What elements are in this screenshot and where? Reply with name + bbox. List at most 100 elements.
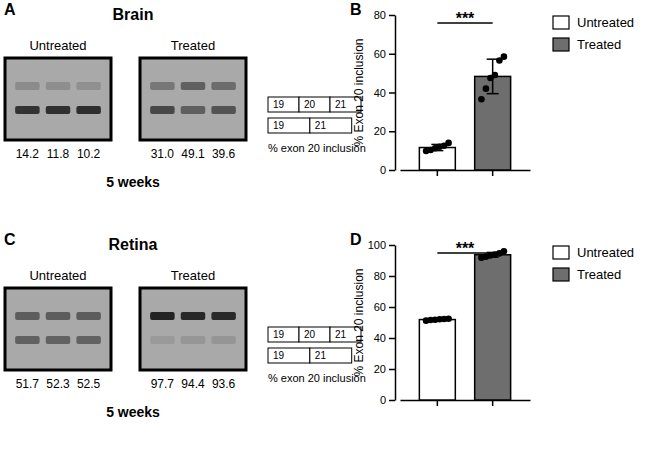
gel-image [140,288,246,370]
data-point [492,72,499,79]
group-label: Treated [171,38,215,53]
exon-label: 21 [315,120,327,131]
y-tick-label: 0 [380,164,386,176]
y-tick-label: 20 [374,125,386,137]
plot-area [419,248,510,400]
y-tick-label: 60 [374,301,386,313]
skipping-band [15,106,40,114]
y-tick-label: 40 [374,332,386,344]
value-label: 94.4 [181,377,205,391]
y-tick-mark [389,245,395,247]
y-tick: 0 [380,394,395,406]
skipping-band [211,336,236,344]
exon-label: 19 [273,99,285,110]
inclusion-band [211,312,236,320]
exon-box [268,118,310,133]
legend-label: Untreated [577,245,634,260]
legend-label: Treated [577,37,621,52]
bar [419,148,455,170]
significance: *** [456,10,475,27]
panel-letter: A [4,1,16,18]
legend-swatch [553,16,569,29]
y-tick-mark [389,369,395,371]
group-label: Untreated [29,268,86,283]
gel-panel: CRetinaUntreated51.752.352.5Treated97.79… [4,231,366,420]
x-axis [401,400,531,406]
value-label: 93.6 [212,377,236,391]
legend-swatch [553,268,569,281]
x-tick-mark [437,170,439,176]
value-label: 52.3 [46,377,70,391]
exon-label: 21 [335,329,347,340]
inclusion-band [150,82,175,90]
panel-letter: B [350,1,362,18]
x-tick [492,400,493,406]
panel-letter: D [350,231,362,248]
bar [419,320,455,400]
x-tick-mark [437,400,439,406]
x-tick-mark [492,400,494,406]
data-point [478,96,485,103]
bar [475,255,511,400]
skipping-band [46,106,71,114]
exon-box [268,348,310,363]
inclusion-band [181,82,206,90]
inclusion-band [15,312,40,320]
y-axis-label: % Exon 20 inclusion [352,38,366,146]
y-axis-line [395,246,397,401]
skipping-band [181,336,206,344]
y-tick-mark [389,54,395,56]
y-tick: 60 [374,48,395,60]
exon-box [299,327,330,342]
group-label: Treated [171,268,215,283]
skipping-band [15,336,40,344]
group-label: Untreated [29,38,86,53]
value-label: 51.7 [16,377,40,391]
legend-swatch [553,246,569,259]
y-axis: 020406080100 [368,239,396,406]
exon-box [310,118,352,133]
y-tick-mark [389,307,395,309]
y-tick: 40 [374,87,395,99]
y-tick: 20 [374,125,395,137]
skipping-band [181,106,206,114]
gel-image [140,58,246,140]
x-tick [437,400,438,406]
title: Retina [109,236,158,253]
x-tick [492,170,493,176]
y-axis: 0 20 40 60 80 [374,9,396,176]
y-tick: 20 [374,363,395,375]
y-tick-label: 60 [374,48,386,60]
skipping-band [150,106,175,114]
exon-label: 21 [315,350,327,361]
value-label: 31.0 [151,147,175,161]
figure: ABrainUntreated14.211.810.2Treated31.049… [0,0,666,453]
x-tick-mark [492,170,494,176]
exon-box [310,348,352,363]
gel-image [5,58,111,140]
value-label: 14.2 [16,147,40,161]
legend-swatch [553,38,569,51]
y-tick-mark [389,131,395,133]
y-tick-label: 40 [374,87,386,99]
exon-label: 19 [273,120,285,131]
gel-panel: ABrainUntreated14.211.810.2Treated31.049… [4,1,366,190]
exon-label: 20 [304,329,316,340]
y-tick-label: 100 [368,239,386,251]
skipping-band [150,336,175,344]
y-tick: 80 [374,9,395,21]
inclusion-band [76,82,101,90]
data-point [445,315,452,322]
data-point [501,248,508,255]
significance: *** [456,240,475,257]
y-axis-label: % Exon 20 inclusion [352,268,366,376]
exon-box [299,97,330,112]
inclusion-band [46,312,71,320]
y-tick: 40 [374,332,395,344]
exon-label: 21 [335,99,347,110]
y-tick-mark [389,276,395,278]
exon-label: 19 [273,329,285,340]
value-label: 11.8 [47,147,70,161]
y-tick-mark [389,92,395,94]
skipping-band [76,336,101,344]
